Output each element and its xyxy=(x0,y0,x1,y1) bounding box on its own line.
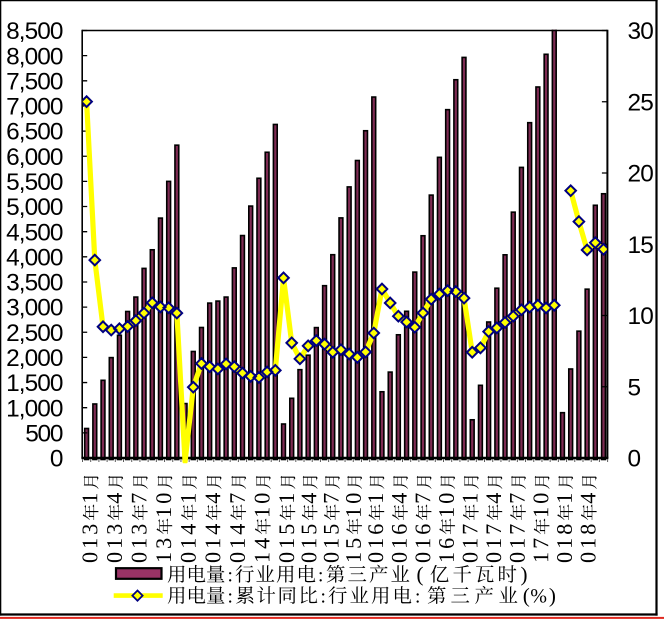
svg-text:3,500: 3,500 xyxy=(6,270,63,297)
svg-text:7,000: 7,000 xyxy=(6,94,63,121)
svg-text:7,500: 7,500 xyxy=(6,68,63,95)
svg-text:25: 25 xyxy=(628,89,654,116)
svg-text:0: 0 xyxy=(628,446,642,473)
svg-text:15: 15 xyxy=(628,232,654,259)
svg-text:30: 30 xyxy=(628,18,654,45)
svg-text:4,000: 4,000 xyxy=(6,244,63,271)
svg-text:500: 500 xyxy=(25,420,63,447)
svg-text:0: 0 xyxy=(50,446,64,473)
svg-text:1,500: 1,500 xyxy=(6,370,63,397)
svg-text:8,500: 8,500 xyxy=(6,18,63,45)
svg-text:5: 5 xyxy=(628,374,642,401)
svg-text:6,000: 6,000 xyxy=(6,144,63,171)
svg-text:2,500: 2,500 xyxy=(6,320,63,347)
svg-text:5,000: 5,000 xyxy=(6,194,63,221)
svg-text:10: 10 xyxy=(628,303,654,330)
svg-text:8,000: 8,000 xyxy=(6,43,63,70)
svg-text:3,000: 3,000 xyxy=(6,295,63,322)
svg-text:6,500: 6,500 xyxy=(6,119,63,146)
svg-text:1,000: 1,000 xyxy=(6,395,63,422)
svg-text:20: 20 xyxy=(628,161,654,188)
svg-text:4,500: 4,500 xyxy=(6,219,63,246)
svg-text:5,500: 5,500 xyxy=(6,169,63,196)
svg-text:2,000: 2,000 xyxy=(6,345,63,372)
